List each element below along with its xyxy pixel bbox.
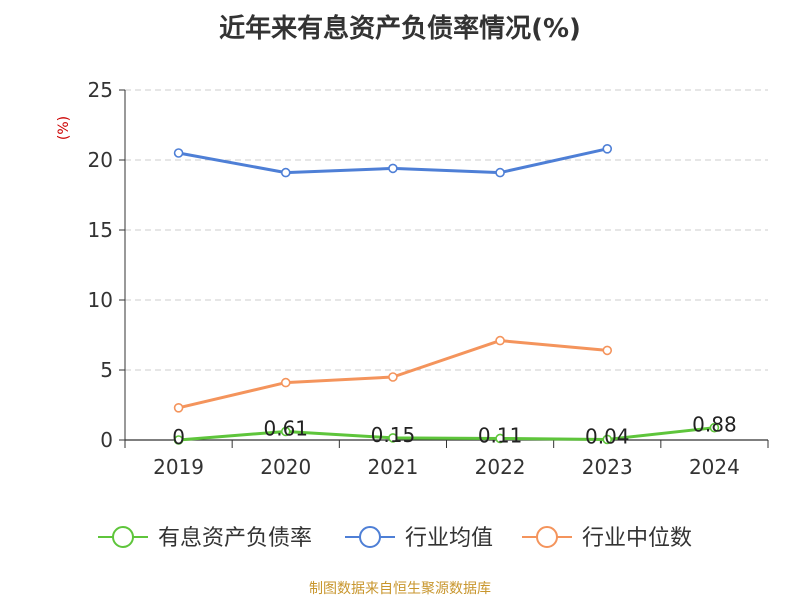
legend-item: 行业中位数 bbox=[522, 526, 692, 551]
y-unit-label: (%) bbox=[56, 116, 72, 140]
x-tick-label: 2023 bbox=[582, 455, 633, 479]
x-tick-label: 2019 bbox=[153, 455, 204, 479]
data-point bbox=[602, 434, 613, 445]
data-point bbox=[173, 435, 184, 445]
y-tick-label: 15 bbox=[88, 218, 113, 242]
data-point bbox=[388, 163, 398, 174]
data-point bbox=[495, 167, 505, 178]
x-tick-label: 2022 bbox=[475, 455, 526, 479]
data-point bbox=[388, 372, 398, 382]
data-label: 0.11 bbox=[478, 423, 523, 447]
gridlines bbox=[125, 89, 768, 371]
data-label: 0.61 bbox=[263, 416, 308, 440]
series-lines: 0 0.61 0.15 0.11 0.04 0.88 bbox=[172, 144, 737, 449]
series-line bbox=[178, 426, 715, 442]
data-label: 0.88 bbox=[692, 413, 737, 437]
x-tick-label: 2024 bbox=[689, 455, 740, 479]
series-0: 0 0.61 0.15 0.11 0.04 0.88 bbox=[172, 413, 736, 449]
legend-item: 行业均值 bbox=[345, 526, 493, 551]
data-point bbox=[495, 433, 505, 444]
legend-marker bbox=[536, 526, 558, 548]
chart-title: 近年来有息资产负债率情况(%) bbox=[219, 14, 581, 44]
y-tick-label: 25 bbox=[88, 78, 113, 102]
legend-marker bbox=[359, 526, 381, 548]
legend-marker bbox=[112, 526, 134, 548]
y-tick-label: 0 bbox=[100, 428, 113, 452]
data-point bbox=[280, 167, 291, 178]
data-label: 0.15 bbox=[371, 423, 416, 447]
legend: 有息资产负债率 行业均值 行业中位数 bbox=[98, 526, 692, 551]
data-point bbox=[173, 402, 184, 413]
legend-label: 行业中位数 bbox=[582, 526, 692, 551]
data-point bbox=[280, 377, 291, 388]
data-point bbox=[602, 144, 613, 154]
data-point bbox=[602, 345, 613, 356]
data-label: 0 bbox=[172, 425, 185, 449]
legend-item: 有息资产负债率 bbox=[98, 526, 312, 551]
data-point bbox=[388, 433, 398, 443]
x-tick-label: 2020 bbox=[260, 455, 311, 479]
y-tick-label: 10 bbox=[88, 288, 113, 312]
series-1 bbox=[173, 144, 613, 178]
y-tick-label: 20 bbox=[88, 148, 113, 172]
x-tick-label: 2021 bbox=[367, 455, 418, 479]
data-point bbox=[173, 148, 184, 158]
data-point bbox=[495, 335, 505, 346]
data-point bbox=[280, 426, 291, 437]
source-note: 制图数据来自恒生聚源数据库 bbox=[309, 581, 491, 597]
axes: 0 5 10 15 20 25 2019 2020 2021 2022 2023 2024 bbox=[88, 78, 769, 479]
legend-label: 行业均值 bbox=[405, 526, 493, 551]
data-point bbox=[709, 422, 720, 433]
y-tick-label: 5 bbox=[100, 358, 113, 382]
data-label: 0.04 bbox=[585, 424, 630, 448]
series-2 bbox=[173, 335, 613, 413]
legend-label: 有息资产负债率 bbox=[158, 526, 312, 551]
